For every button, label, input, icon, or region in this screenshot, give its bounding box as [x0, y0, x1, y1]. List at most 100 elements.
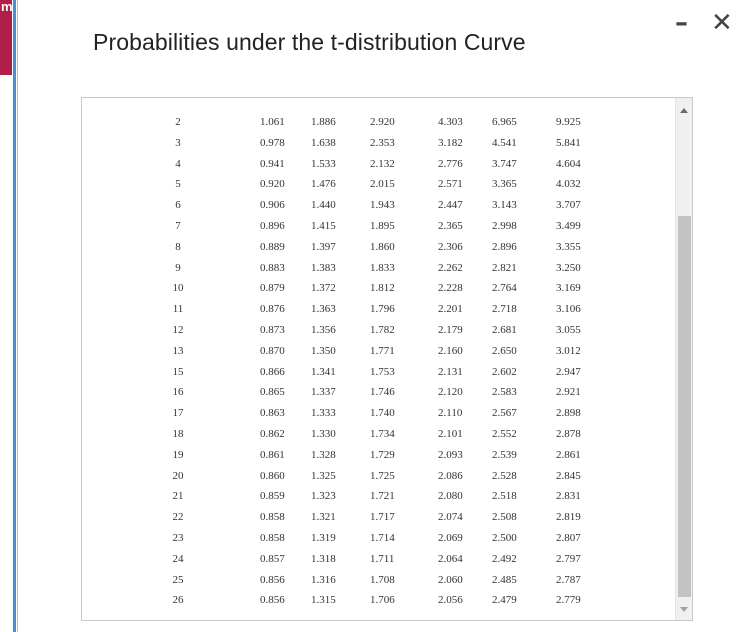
df-cell: 13 [172, 344, 184, 357]
value-cell: 2.567 [492, 407, 517, 420]
value-cell: 1.397 [311, 240, 336, 253]
value-cell: 1.812 [370, 282, 395, 295]
df-cell: 26 [172, 594, 184, 607]
table-row: 7 0.896 1.415 1.895 2.365 2.998 3.499 [82, 216, 675, 237]
value-cell: 2.583 [492, 386, 517, 399]
value-cell: 1.706 [370, 594, 395, 607]
value-cell: 0.861 [260, 448, 285, 461]
brand-tab: m [0, 0, 12, 75]
value-cell: 2.093 [438, 448, 463, 461]
value-cell: 1.383 [311, 261, 336, 274]
table-row: 15 0.866 1.341 1.753 2.131 2.602 2.947 [82, 362, 675, 383]
value-cell: 2.797 [556, 552, 581, 565]
value-cell: 2.508 [492, 511, 517, 524]
table-row: 8 0.889 1.397 1.860 2.306 2.896 3.355 [82, 237, 675, 258]
table-row: 5 0.920 1.476 2.015 2.571 3.365 4.032 [82, 174, 675, 195]
table-row: 20 0.860 1.325 1.725 2.086 2.528 2.845 [82, 466, 675, 487]
scrollbar-thumb[interactable] [678, 216, 691, 597]
value-cell: 1.895 [370, 220, 395, 232]
value-cell: 2.819 [556, 511, 581, 524]
value-cell: 2.650 [492, 344, 517, 357]
df-cell: 10 [172, 282, 184, 295]
value-cell: 1.943 [370, 199, 395, 212]
value-cell: 1.708 [370, 573, 395, 586]
table-row: 2 1.061 1.886 2.920 4.303 6.965 9.925 [82, 112, 675, 133]
value-cell: 1.330 [311, 428, 336, 440]
df-cell: 8 [175, 240, 181, 253]
value-cell: 2.896 [492, 240, 517, 253]
value-cell: 63.657 [556, 98, 586, 101]
brand-divider [13, 0, 16, 632]
table-viewport[interactable]: 1 1.376 3.078 6.314 12.706 31.821 63.657 2 1.061… [81, 97, 693, 621]
value-cell: 1.315 [311, 594, 336, 607]
value-cell: 0.889 [260, 240, 285, 253]
df-cell: 2 [175, 116, 181, 128]
value-cell: 2.492 [492, 552, 517, 565]
df-cell: 4 [175, 157, 181, 170]
value-cell: 4.032 [556, 178, 581, 191]
value-cell: 1.333 [311, 407, 336, 420]
value-cell: 2.160 [438, 344, 463, 357]
value-cell: 31.821 [492, 98, 522, 101]
value-cell: 3.250 [556, 261, 581, 274]
value-cell: 1.725 [370, 469, 395, 482]
value-cell: 1.771 [370, 344, 395, 357]
value-cell: 2.101 [438, 428, 463, 440]
table-row: 16 0.865 1.337 1.746 2.120 2.583 2.921 [82, 382, 675, 403]
value-cell: 1.721 [370, 490, 395, 503]
value-cell: 0.978 [260, 136, 285, 149]
vertical-scrollbar[interactable] [675, 98, 692, 620]
scroll-down-icon[interactable] [680, 607, 688, 612]
value-cell: 2.779 [556, 594, 581, 607]
table-row: 24 0.857 1.318 1.711 2.064 2.492 2.797 [82, 549, 675, 570]
value-cell: 1.316 [311, 573, 336, 586]
value-cell: 0.920 [260, 178, 285, 191]
table-row: 10 0.879 1.372 1.812 2.228 2.764 3.169 [82, 278, 675, 299]
value-cell: 2.764 [492, 282, 517, 295]
brand-letter: m [1, 0, 12, 14]
value-cell: 4.541 [492, 136, 517, 149]
value-cell: 1.533 [311, 157, 336, 170]
close-button[interactable]: ✕ [711, 8, 733, 38]
value-cell: 2.845 [556, 469, 581, 482]
value-cell: 3.078 [311, 98, 336, 101]
value-cell: 2.861 [556, 448, 581, 461]
value-cell: 2.681 [492, 324, 517, 336]
value-cell: 9.925 [556, 116, 581, 128]
value-cell: 3.707 [556, 199, 581, 212]
table-row: 12 0.873 1.356 1.782 2.179 2.681 3.055 [82, 320, 675, 341]
value-cell: 12.706 [438, 98, 468, 101]
value-cell: 1.415 [311, 220, 336, 232]
scroll-up-icon[interactable] [680, 108, 688, 113]
value-cell: 0.857 [260, 552, 285, 565]
value-cell: 1.318 [311, 552, 336, 565]
df-cell: 7 [175, 220, 181, 232]
table-row: 13 0.870 1.350 1.771 2.160 2.650 3.012 [82, 341, 675, 362]
value-cell: 0.863 [260, 407, 285, 420]
df-cell: 19 [172, 448, 184, 461]
value-cell: 2.132 [370, 157, 395, 170]
value-cell: 3.143 [492, 199, 517, 212]
value-cell: 2.571 [438, 178, 463, 191]
value-cell: 2.807 [556, 532, 581, 544]
value-cell: 1.440 [311, 199, 336, 212]
value-cell: 0.906 [260, 199, 285, 212]
value-cell: 2.201 [438, 303, 463, 316]
value-cell: 4.303 [438, 116, 463, 128]
df-cell: 12 [172, 324, 184, 336]
value-cell: 2.500 [492, 532, 517, 544]
minimize-button[interactable]: – [675, 8, 688, 38]
value-cell: 1.714 [370, 532, 395, 544]
value-cell: 2.447 [438, 199, 463, 212]
value-cell: 0.883 [260, 261, 285, 274]
value-cell: 1.711 [370, 552, 395, 565]
table-row: 6 0.906 1.440 1.943 2.447 3.143 3.707 [82, 195, 675, 216]
value-cell: 3.499 [556, 220, 581, 232]
value-cell: 1.717 [370, 511, 395, 524]
df-cell: 9 [175, 261, 181, 274]
value-cell: 0.876 [260, 303, 285, 316]
value-cell: 2.528 [492, 469, 517, 482]
value-cell: 2.921 [556, 386, 581, 399]
value-cell: 1.740 [370, 407, 395, 420]
value-cell: 1.328 [311, 448, 336, 461]
